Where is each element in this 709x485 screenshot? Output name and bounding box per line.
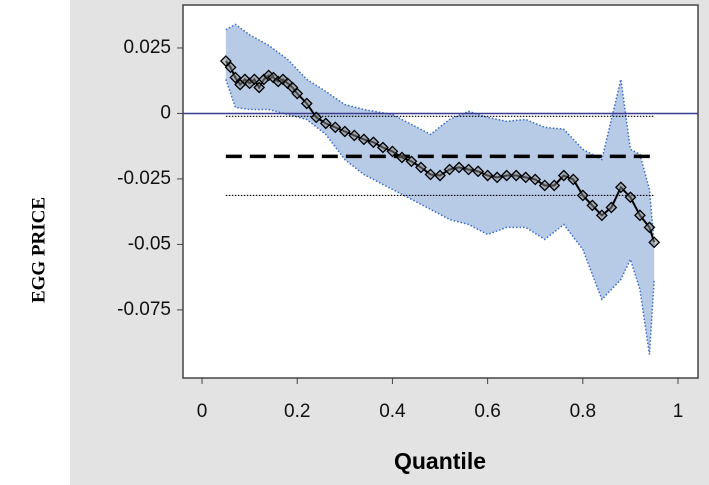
estimate-point [443, 163, 456, 176]
estimate-point [329, 121, 342, 134]
estimate-point [300, 97, 313, 110]
y-axis-label: EGG PRICE [28, 197, 49, 303]
estimate-point [624, 191, 637, 204]
estimate-point [367, 136, 380, 149]
estimate-point [396, 151, 408, 164]
x-tick-label: 0.4 [379, 401, 406, 422]
estimate-point [557, 169, 570, 182]
estimate-point [219, 55, 232, 67]
y-tick-label: -0.025 [117, 168, 171, 189]
estimate-point [357, 133, 370, 146]
estimate-point [229, 71, 242, 84]
estimate-point [567, 173, 580, 186]
estimate-point [424, 168, 437, 181]
y-tick-label: -0.05 [128, 233, 171, 254]
estimate-point [519, 171, 532, 184]
estimate-point [548, 179, 561, 192]
estimate-point [376, 141, 389, 154]
estimate-point [643, 221, 656, 234]
estimate-point [348, 129, 361, 142]
estimate-point [253, 81, 266, 94]
estimate-point [291, 87, 304, 100]
x-tick-label: 0.6 [474, 401, 500, 422]
estimate-point [405, 155, 418, 168]
estimate-point [586, 199, 599, 212]
estimate-point [310, 111, 323, 124]
estimate-point [319, 117, 332, 130]
y-tick-label: 0.025 [123, 37, 171, 58]
estimate-point [648, 236, 661, 249]
y-tick-label: -0.075 [117, 299, 171, 320]
estimate-point [248, 73, 261, 86]
x-tick-label: 1 [673, 401, 684, 422]
estimate-point [491, 171, 504, 184]
confidence-limit [225, 79, 655, 355]
estimate-point [386, 145, 399, 158]
x-tick-label: 0.8 [570, 401, 596, 422]
estimate-point [462, 163, 475, 176]
confidence-band [225, 24, 655, 355]
x-tick-label: 0.2 [284, 401, 310, 422]
estimate-point [472, 165, 485, 178]
estimate-point [453, 161, 465, 174]
estimate-point [605, 201, 618, 214]
estimate-point [434, 169, 446, 182]
estimate-point [415, 161, 427, 174]
estimate-point [481, 169, 494, 182]
x-axis-label: Quantile [394, 448, 486, 474]
y-tick-label: 0 [160, 102, 171, 123]
estimate-point [576, 189, 589, 202]
estimate-point [338, 125, 351, 138]
estimate-point [500, 169, 513, 182]
estimate-point [634, 209, 646, 222]
x-tick-label: 0 [197, 401, 208, 422]
estimate-point [529, 173, 542, 186]
estimate-point [595, 209, 608, 222]
estimate-point [224, 61, 237, 74]
estimate-point [614, 181, 627, 194]
estimate-point [510, 169, 523, 182]
estimate-point [538, 179, 551, 192]
confidence-limit [225, 23, 655, 245]
